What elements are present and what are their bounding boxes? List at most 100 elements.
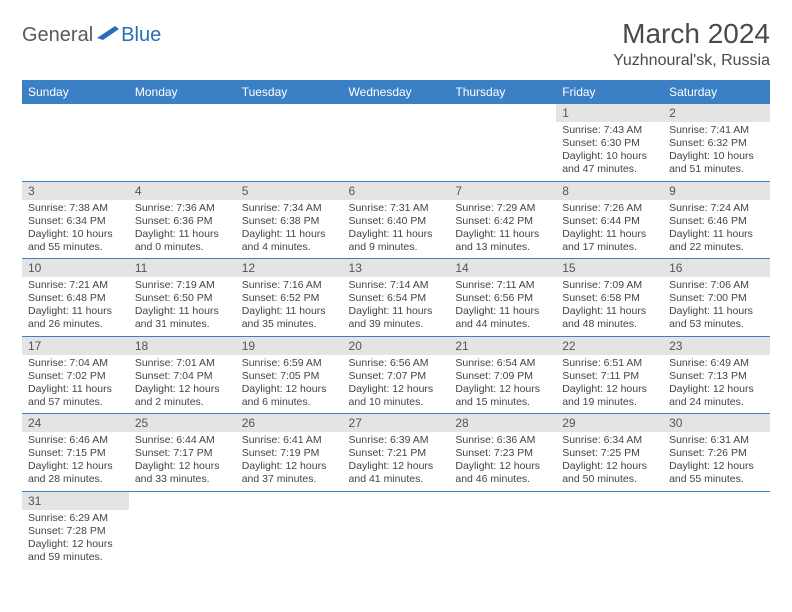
day-details: Sunrise: 6:54 AMSunset: 7:09 PMDaylight:… bbox=[449, 355, 556, 414]
day-number: 14 bbox=[449, 259, 556, 277]
day-line: Sunrise: 6:49 AM bbox=[669, 357, 764, 370]
day-details: Sunrise: 7:43 AMSunset: 6:30 PMDaylight:… bbox=[556, 122, 663, 181]
day-number: 26 bbox=[236, 414, 343, 432]
day-line: Sunset: 7:25 PM bbox=[562, 447, 657, 460]
day-number: 22 bbox=[556, 337, 663, 355]
day-line: and 35 minutes. bbox=[242, 318, 337, 331]
day-line: and 33 minutes. bbox=[135, 473, 230, 486]
day-line: and 19 minutes. bbox=[562, 396, 657, 409]
day-details: Sunrise: 7:26 AMSunset: 6:44 PMDaylight:… bbox=[556, 200, 663, 259]
day-details: Sunrise: 6:36 AMSunset: 7:23 PMDaylight:… bbox=[449, 432, 556, 491]
day-line: and 59 minutes. bbox=[28, 551, 123, 564]
calendar-cell: 10Sunrise: 7:21 AMSunset: 6:48 PMDayligh… bbox=[22, 259, 129, 337]
calendar-cell: 14Sunrise: 7:11 AMSunset: 6:56 PMDayligh… bbox=[449, 259, 556, 337]
day-line: Sunset: 7:11 PM bbox=[562, 370, 657, 383]
day-line: and 10 minutes. bbox=[349, 396, 444, 409]
calendar-cell: .. bbox=[236, 491, 343, 568]
day-line: Sunrise: 7:31 AM bbox=[349, 202, 444, 215]
day-line: Sunrise: 6:36 AM bbox=[455, 434, 550, 447]
day-line: Daylight: 12 hours bbox=[135, 383, 230, 396]
day-details: Sunrise: 7:11 AMSunset: 6:56 PMDaylight:… bbox=[449, 277, 556, 336]
calendar-cell: 5Sunrise: 7:34 AMSunset: 6:38 PMDaylight… bbox=[236, 181, 343, 259]
day-number: 27 bbox=[343, 414, 450, 432]
day-line: Daylight: 12 hours bbox=[562, 460, 657, 473]
day-line: Sunrise: 7:29 AM bbox=[455, 202, 550, 215]
day-number: 15 bbox=[556, 259, 663, 277]
day-number: 12 bbox=[236, 259, 343, 277]
calendar-cell: 23Sunrise: 6:49 AMSunset: 7:13 PMDayligh… bbox=[663, 336, 770, 414]
day-number: 20 bbox=[343, 337, 450, 355]
day-line: Sunset: 6:38 PM bbox=[242, 215, 337, 228]
calendar-cell: 8Sunrise: 7:26 AMSunset: 6:44 PMDaylight… bbox=[556, 181, 663, 259]
calendar-cell: .. bbox=[129, 491, 236, 568]
day-line: Sunset: 7:04 PM bbox=[135, 370, 230, 383]
calendar-cell: 17Sunrise: 7:04 AMSunset: 7:02 PMDayligh… bbox=[22, 336, 129, 414]
day-number: 16 bbox=[663, 259, 770, 277]
day-details: Sunrise: 6:34 AMSunset: 7:25 PMDaylight:… bbox=[556, 432, 663, 491]
day-line: Sunset: 6:54 PM bbox=[349, 292, 444, 305]
day-line: Daylight: 11 hours bbox=[28, 305, 123, 318]
day-line: Daylight: 12 hours bbox=[669, 383, 764, 396]
day-number: 3 bbox=[22, 182, 129, 200]
day-line: Sunset: 6:34 PM bbox=[28, 215, 123, 228]
calendar-body: ..........1Sunrise: 7:43 AMSunset: 6:30 … bbox=[22, 104, 770, 568]
weekday-header: Wednesday bbox=[343, 80, 450, 104]
day-number: 2 bbox=[663, 104, 770, 122]
day-number: 8 bbox=[556, 182, 663, 200]
day-line: Sunset: 6:42 PM bbox=[455, 215, 550, 228]
day-details: Sunrise: 7:21 AMSunset: 6:48 PMDaylight:… bbox=[22, 277, 129, 336]
day-line: Sunrise: 6:46 AM bbox=[28, 434, 123, 447]
day-line: Daylight: 11 hours bbox=[135, 228, 230, 241]
day-line: and 24 minutes. bbox=[669, 396, 764, 409]
calendar-cell: 15Sunrise: 7:09 AMSunset: 6:58 PMDayligh… bbox=[556, 259, 663, 337]
day-line: Daylight: 11 hours bbox=[455, 305, 550, 318]
day-line: and 28 minutes. bbox=[28, 473, 123, 486]
calendar-cell: 20Sunrise: 6:56 AMSunset: 7:07 PMDayligh… bbox=[343, 336, 450, 414]
day-details: Sunrise: 7:09 AMSunset: 6:58 PMDaylight:… bbox=[556, 277, 663, 336]
day-line: Sunset: 6:48 PM bbox=[28, 292, 123, 305]
day-line: Sunrise: 7:19 AM bbox=[135, 279, 230, 292]
day-number: 13 bbox=[343, 259, 450, 277]
day-line: Sunrise: 7:34 AM bbox=[242, 202, 337, 215]
day-line: and 50 minutes. bbox=[562, 473, 657, 486]
day-line: Daylight: 11 hours bbox=[349, 228, 444, 241]
day-line: Sunrise: 7:11 AM bbox=[455, 279, 550, 292]
day-details: Sunrise: 7:19 AMSunset: 6:50 PMDaylight:… bbox=[129, 277, 236, 336]
day-line: Sunrise: 6:39 AM bbox=[349, 434, 444, 447]
day-line: and 4 minutes. bbox=[242, 241, 337, 254]
calendar-cell: 4Sunrise: 7:36 AMSunset: 6:36 PMDaylight… bbox=[129, 181, 236, 259]
day-details: Sunrise: 6:39 AMSunset: 7:21 PMDaylight:… bbox=[343, 432, 450, 491]
day-line: Sunrise: 7:14 AM bbox=[349, 279, 444, 292]
day-number: 29 bbox=[556, 414, 663, 432]
day-details: Sunrise: 7:24 AMSunset: 6:46 PMDaylight:… bbox=[663, 200, 770, 259]
day-line: Sunset: 7:00 PM bbox=[669, 292, 764, 305]
day-line: Sunset: 7:28 PM bbox=[28, 525, 123, 538]
day-line: and 48 minutes. bbox=[562, 318, 657, 331]
day-number: 21 bbox=[449, 337, 556, 355]
day-line: and 9 minutes. bbox=[349, 241, 444, 254]
day-line: Sunset: 7:13 PM bbox=[669, 370, 764, 383]
day-line: Daylight: 12 hours bbox=[242, 383, 337, 396]
weekday-header: Saturday bbox=[663, 80, 770, 104]
calendar-table: SundayMondayTuesdayWednesdayThursdayFrid… bbox=[22, 80, 770, 568]
calendar-cell: 28Sunrise: 6:36 AMSunset: 7:23 PMDayligh… bbox=[449, 414, 556, 492]
day-details: Sunrise: 6:46 AMSunset: 7:15 PMDaylight:… bbox=[22, 432, 129, 491]
day-details: Sunrise: 7:38 AMSunset: 6:34 PMDaylight:… bbox=[22, 200, 129, 259]
calendar-cell: .. bbox=[449, 104, 556, 181]
location-label: Yuzhnoural'sk, Russia bbox=[613, 52, 770, 70]
weekday-header: Monday bbox=[129, 80, 236, 104]
day-number: 4 bbox=[129, 182, 236, 200]
day-details: Sunrise: 7:01 AMSunset: 7:04 PMDaylight:… bbox=[129, 355, 236, 414]
weekday-header: Tuesday bbox=[236, 80, 343, 104]
day-line: Sunset: 6:50 PM bbox=[135, 292, 230, 305]
calendar-row: 17Sunrise: 7:04 AMSunset: 7:02 PMDayligh… bbox=[22, 336, 770, 414]
day-line: Sunrise: 6:54 AM bbox=[455, 357, 550, 370]
calendar-cell: .. bbox=[22, 104, 129, 181]
day-line: Sunrise: 7:01 AM bbox=[135, 357, 230, 370]
day-line: and 15 minutes. bbox=[455, 396, 550, 409]
day-line: Sunset: 6:30 PM bbox=[562, 137, 657, 150]
day-line: Daylight: 12 hours bbox=[349, 383, 444, 396]
day-line: Daylight: 11 hours bbox=[455, 228, 550, 241]
day-details: Sunrise: 6:41 AMSunset: 7:19 PMDaylight:… bbox=[236, 432, 343, 491]
day-line: and 46 minutes. bbox=[455, 473, 550, 486]
